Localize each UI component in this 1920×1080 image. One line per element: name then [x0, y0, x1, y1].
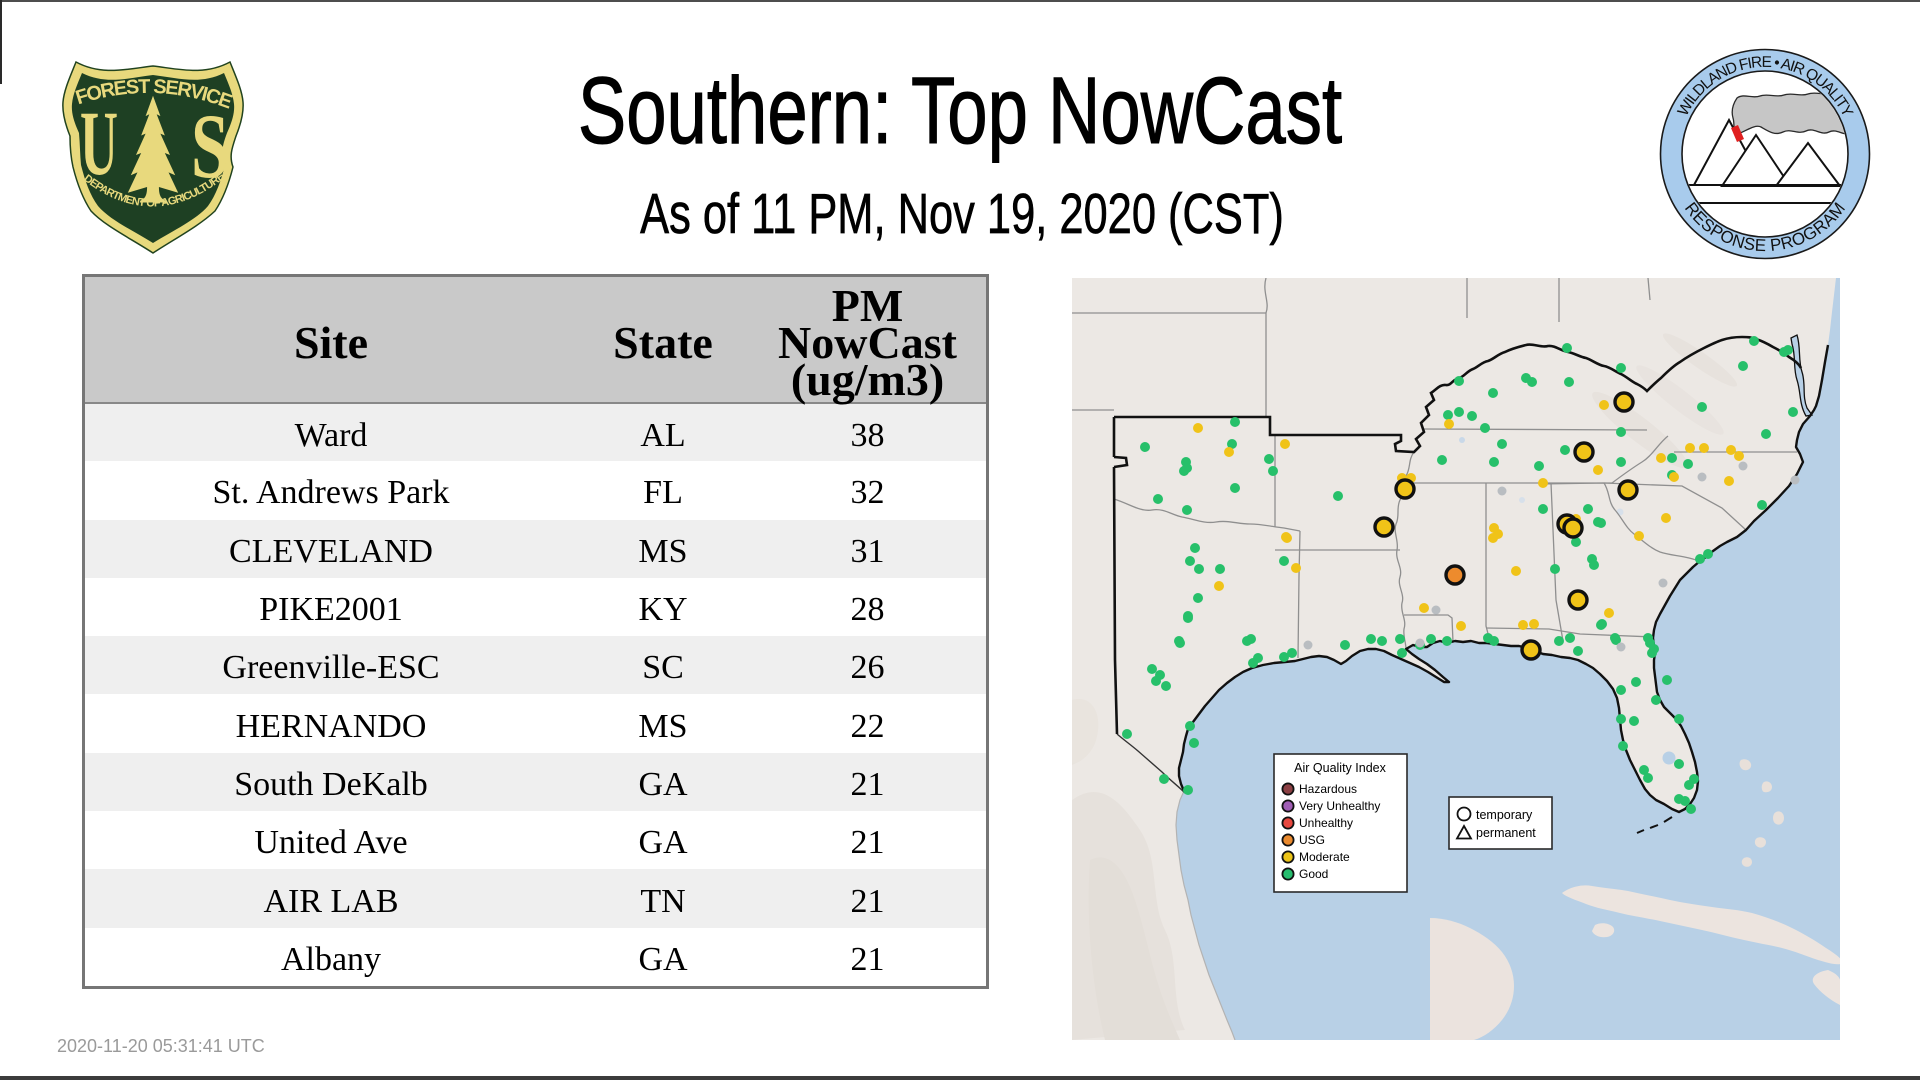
svg-text:Unhealthy: Unhealthy	[1299, 816, 1353, 830]
svg-text:S: S	[191, 95, 229, 197]
svg-text:Air Quality Index: Air Quality Index	[1294, 761, 1386, 775]
svg-text:Good: Good	[1299, 867, 1328, 881]
svg-text:permanent: permanent	[1476, 826, 1536, 840]
svg-text:USG: USG	[1299, 833, 1325, 847]
svg-text:Moderate: Moderate	[1299, 850, 1350, 864]
svg-text:temporary: temporary	[1476, 808, 1533, 822]
svg-text:U: U	[80, 92, 118, 194]
svg-text:Very Unhealthy: Very Unhealthy	[1299, 799, 1380, 813]
svg-text:Hazardous: Hazardous	[1299, 782, 1357, 796]
